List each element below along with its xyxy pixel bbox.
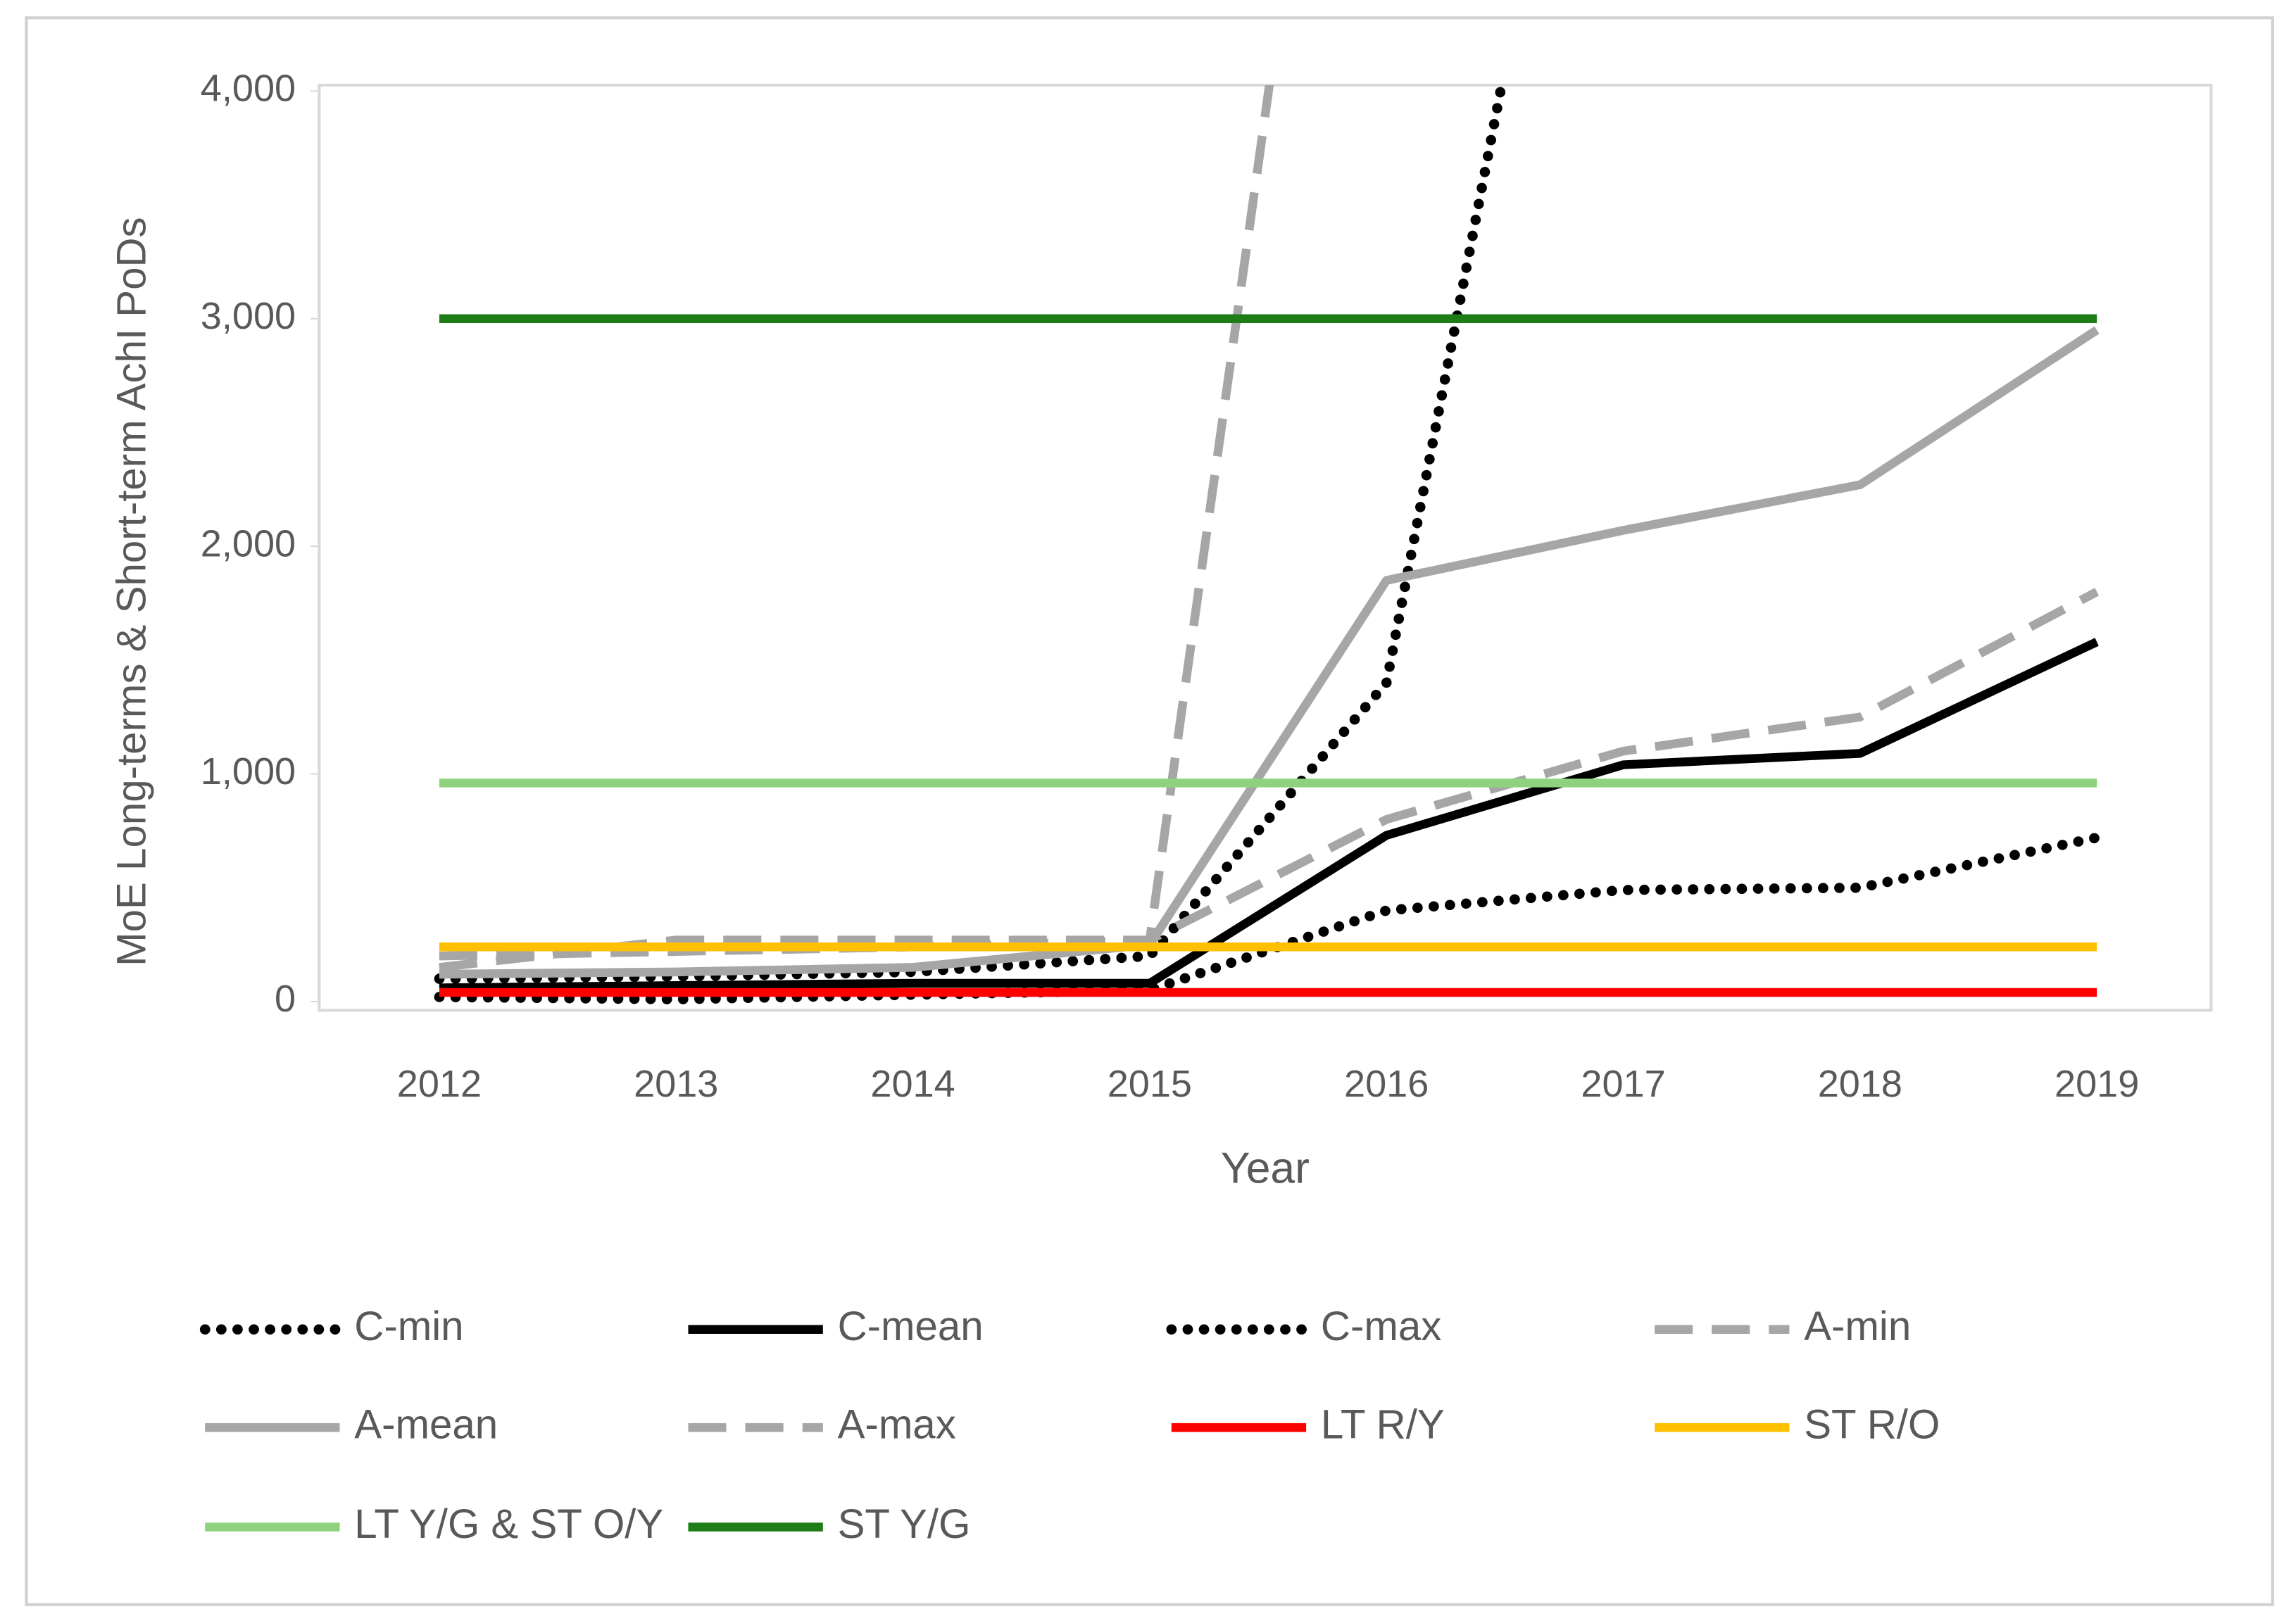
legend-label: C-mean [838, 1304, 984, 1349]
legend-label: LT Y/G & ST O/Y [354, 1501, 663, 1547]
x-tick-label: 2018 [1818, 1063, 1902, 1105]
x-axis-title: Year [1221, 1144, 1310, 1193]
x-tick-label: 2012 [397, 1063, 482, 1105]
y-tick-label: 2,000 [201, 522, 296, 564]
y-axis-title: MoE Long-terms & Short-term AchI PoDs [109, 217, 155, 966]
x-tick-label: 2016 [1344, 1063, 1429, 1105]
series-line [439, 84, 1274, 961]
legend-label: A-max [838, 1401, 956, 1447]
legend-label: A-min [1804, 1304, 1911, 1349]
legend-label: A-mean [354, 1401, 498, 1447]
y-tick-label: 1,000 [201, 750, 296, 793]
y-tick-label: 3,000 [201, 295, 296, 337]
x-tick-label: 2017 [1581, 1063, 1665, 1105]
series-line [434, 832, 2102, 1004]
legend-label: C-min [354, 1304, 463, 1349]
x-tick-label: 2015 [1108, 1063, 1192, 1105]
y-tick-label: 4,000 [201, 68, 296, 110]
plot-lines [434, 84, 2102, 1004]
series-line [439, 326, 2100, 979]
legend-label: ST Y/G [838, 1501, 971, 1547]
x-tick-label: 2013 [634, 1063, 718, 1105]
chart-border [25, 16, 2274, 1606]
series-line [434, 84, 1507, 984]
legend-label: ST R/O [1804, 1401, 1940, 1447]
x-tick-label: 2014 [870, 1063, 955, 1105]
legend-label: C-max [1321, 1304, 1441, 1349]
y-tick-label: 0 [275, 978, 296, 1020]
legend-label: LT R/Y [1321, 1401, 1445, 1447]
series-line [439, 638, 2099, 992]
x-tick-label: 2019 [2055, 1063, 2139, 1105]
